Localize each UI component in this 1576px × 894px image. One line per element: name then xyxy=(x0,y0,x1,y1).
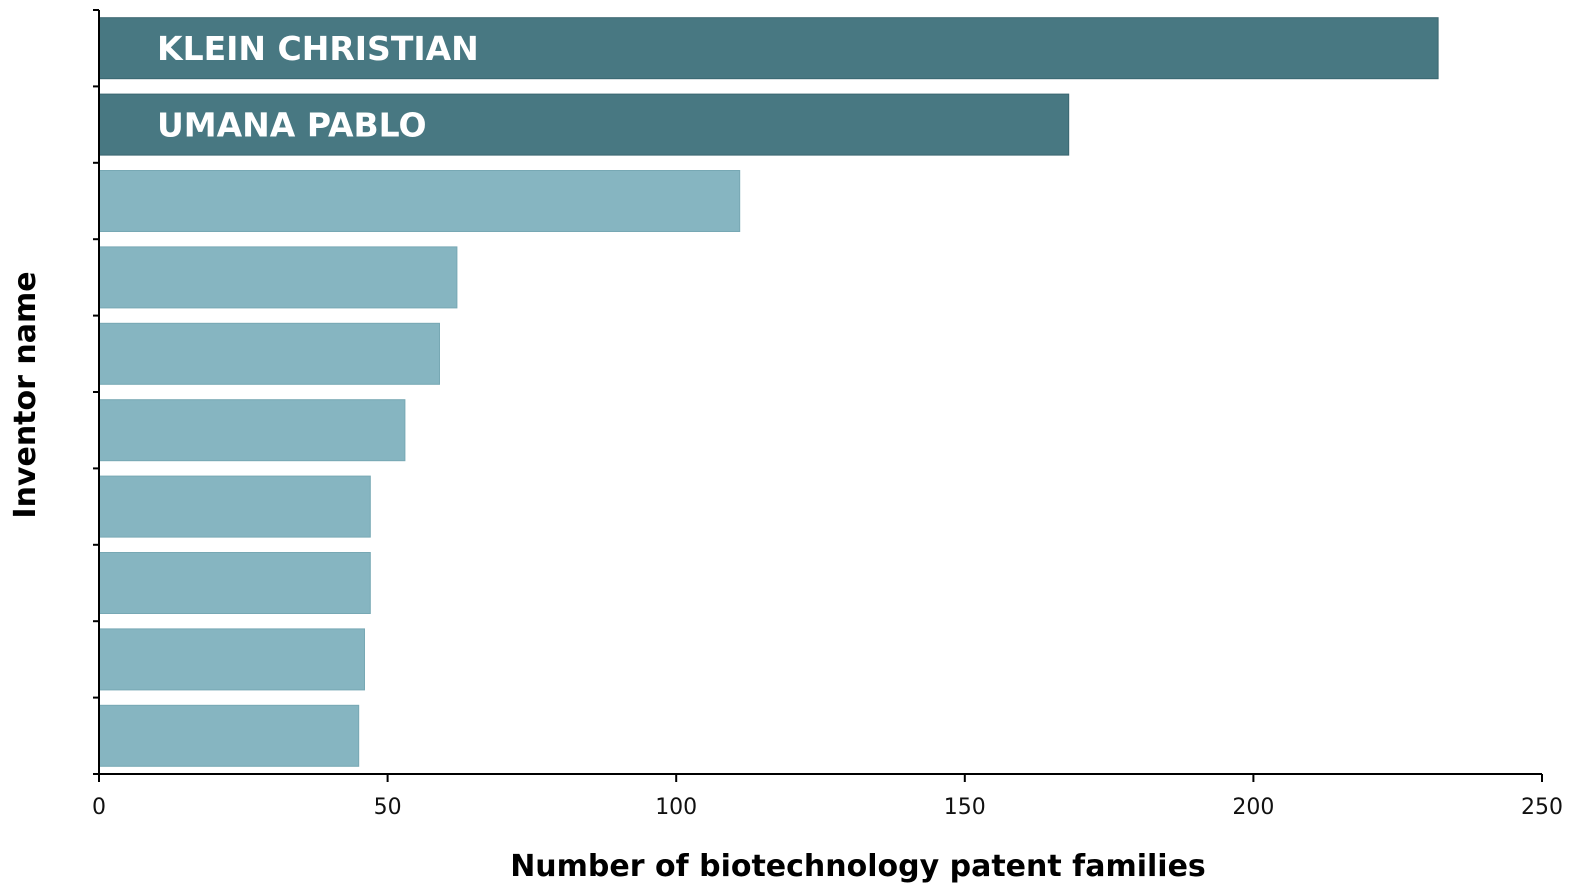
bar xyxy=(98,170,741,232)
bar xyxy=(98,399,406,462)
bars-group xyxy=(98,17,1439,767)
bar xyxy=(98,628,365,691)
x-ticks-group: 0 50 100 150 200 250 xyxy=(92,774,1563,820)
x-tick-label: 0 xyxy=(92,795,106,820)
bar xyxy=(98,322,440,385)
bar xyxy=(98,246,458,309)
x-tick-label: 200 xyxy=(1232,795,1274,820)
bar xyxy=(98,17,1439,80)
x-tick-label: 50 xyxy=(374,795,402,820)
x-tick-label: 150 xyxy=(944,795,986,820)
x-axis-title: Number of biotechnology patent families xyxy=(510,849,1206,884)
bar xyxy=(98,93,1070,156)
bar-label: UMANA PABLO xyxy=(157,106,427,145)
y-ticks-group xyxy=(93,9,99,775)
y-axis-title: Inventor name xyxy=(8,271,43,518)
bar-labels-group: KLEIN CHRISTIAN UMANA PABLO xyxy=(157,29,479,144)
x-tick-label: 250 xyxy=(1521,795,1563,820)
x-tick-label: 100 xyxy=(655,795,697,820)
bar-label: KLEIN CHRISTIAN xyxy=(157,29,479,68)
bar xyxy=(98,475,371,538)
bar xyxy=(98,704,360,767)
bar xyxy=(98,552,371,614)
